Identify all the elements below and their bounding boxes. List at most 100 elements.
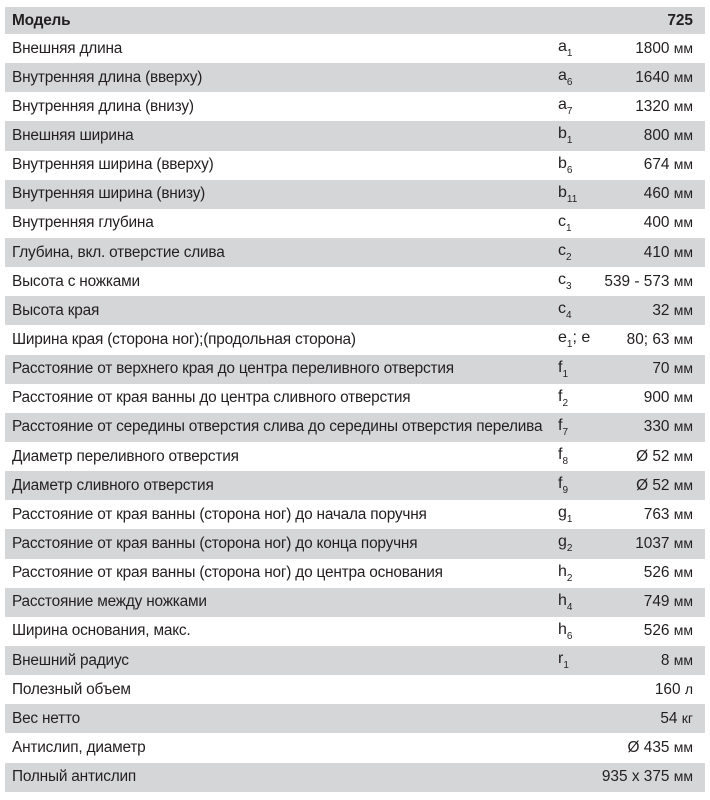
table-row: Расстояние от края ванны (сторона ног) д… xyxy=(5,559,705,588)
row-label: Расстояние от края ванны (сторона ног) д… xyxy=(12,534,418,552)
row-label: Ширина основания, макс. xyxy=(12,622,191,640)
symbol-subscript: 3 xyxy=(566,281,572,293)
symbol-base: g xyxy=(558,504,567,522)
table-row: Ширина края (сторона ног);(продольная ст… xyxy=(5,325,705,354)
value-number: 526 xyxy=(643,622,670,640)
row-label: Внешняя длина xyxy=(12,39,123,57)
value-number: Ø 52 xyxy=(636,476,670,494)
table-row: Внутренняя длина (вверху) a6 1640 мм xyxy=(5,63,705,93)
symbol-base: b xyxy=(558,125,567,143)
row-value: 763 мм xyxy=(644,506,693,524)
symbol-base: f xyxy=(558,446,563,464)
row-symbol: h2 xyxy=(558,563,590,584)
row-label: Расстояние от края ванны до центра сливн… xyxy=(12,389,411,407)
row-symbol: a7 xyxy=(558,96,590,117)
symbol-base: b xyxy=(558,154,567,172)
value-unit: мм xyxy=(673,505,693,522)
row-label: Диаметр сливного отверстия xyxy=(12,476,214,494)
symbol-base: f xyxy=(558,416,563,434)
row-value: 1640 мм xyxy=(635,69,693,87)
table-row: Расстояние от края ванны до центра сливн… xyxy=(5,384,705,413)
value-unit: мм xyxy=(673,272,693,289)
row-label: Ширина края (сторона ног);(продольная ст… xyxy=(12,330,356,348)
symbol-subscript: 4 xyxy=(566,310,572,322)
table-row: Полный антислип 935 x 375 мм xyxy=(5,762,705,792)
row-value: Ø 52 мм xyxy=(636,448,693,466)
table-row: Внешняя ширина b1 800 мм xyxy=(5,121,705,151)
value-unit: мм xyxy=(673,768,693,785)
row-label: Внешняя ширина xyxy=(12,126,134,144)
row-value: 400 мм xyxy=(644,214,693,232)
symbol-base: c xyxy=(558,271,566,289)
symbol-rest: ; e xyxy=(572,329,590,347)
value-unit: мм xyxy=(673,738,693,755)
table-row: Расстояние от середины отверстия слива д… xyxy=(5,412,705,442)
value-unit: мм xyxy=(673,476,693,493)
row-value: 330 мм xyxy=(644,418,693,436)
value-number: Ø 52 xyxy=(636,447,670,465)
value-number: 800 xyxy=(643,126,670,144)
row-symbol: a1 xyxy=(558,38,590,59)
symbol-base: a xyxy=(558,38,567,56)
value-unit: л xyxy=(684,680,693,697)
value-number: 54 xyxy=(660,709,678,727)
symbol-subscript: 6 xyxy=(566,630,573,642)
value-number: 674 xyxy=(643,156,670,174)
row-symbol: c1 xyxy=(558,213,590,234)
row-value: 935 x 375 мм xyxy=(602,768,693,786)
table-row: Высота с ножками c3 539 - 573 мм xyxy=(5,267,705,296)
row-value: 674 мм xyxy=(644,156,693,174)
value-number: 935 x 375 xyxy=(601,768,670,786)
symbol-base: g xyxy=(558,533,567,551)
value-unit: мм xyxy=(673,126,693,143)
symbol-subscript: 9 xyxy=(562,485,569,497)
table-row: Диаметр переливного отверстия f8 Ø 52 мм xyxy=(5,442,705,471)
row-value: 80; 63 мм xyxy=(627,331,693,349)
symbol-subscript: 7 xyxy=(562,426,569,438)
row-value: 32 мм xyxy=(652,302,693,320)
table-row: Внутренняя ширина (вверху) b6 674 мм xyxy=(5,151,705,180)
value-unit: мм xyxy=(673,447,693,464)
row-symbol: c3 xyxy=(558,271,590,292)
symbol-base: f xyxy=(558,475,563,493)
row-value: 526 мм xyxy=(644,622,693,640)
symbol-subscript: 2 xyxy=(566,252,572,264)
table-row: Расстояние от края ванны (сторона ног) д… xyxy=(5,500,705,529)
symbol-base: e xyxy=(558,329,567,347)
row-symbol: f8 xyxy=(558,446,590,467)
row-symbol: h6 xyxy=(558,621,590,642)
row-value: 1800 мм xyxy=(635,40,693,58)
symbol-base: f xyxy=(558,358,563,376)
row-label: Высота с ножками xyxy=(12,272,140,290)
symbol-subscript: 1 xyxy=(563,660,569,672)
value-unit: мм xyxy=(673,301,693,318)
symbol-subscript: 1 xyxy=(566,339,573,351)
value-number: 1800 xyxy=(635,39,670,57)
value-unit: мм xyxy=(673,651,693,668)
row-label: Высота края xyxy=(12,301,100,319)
table-row: Внутренняя глубина c1 400 мм xyxy=(5,209,705,238)
symbol-subscript: 1 xyxy=(562,368,569,380)
symbol-subscript: 1 xyxy=(566,48,573,60)
row-symbol: c4 xyxy=(558,300,590,321)
symbol-base: c xyxy=(558,212,566,230)
table-row: Внутренняя ширина (внизу) b11 460 мм xyxy=(5,179,705,209)
value-unit: мм xyxy=(673,534,693,551)
value-unit: мм xyxy=(673,360,693,377)
row-value: Ø 435 мм xyxy=(628,739,693,757)
value-number: 526 xyxy=(643,564,670,582)
table-row: Внутренняя длина (внизу) a7 1320 мм xyxy=(5,92,705,121)
row-value: 460 мм xyxy=(644,185,693,203)
row-value: 900 мм xyxy=(644,389,693,407)
symbol-subscript: 7 xyxy=(566,106,573,118)
symbol-subscript: 1 xyxy=(566,222,572,234)
value-unit: кг xyxy=(681,709,693,726)
table-header: Модель 725 xyxy=(5,7,705,34)
value-number: 539 - 573 xyxy=(604,272,670,290)
value-number: 1037 xyxy=(635,534,670,552)
row-symbol: e1; e xyxy=(558,329,590,350)
table-row: Антислип, диаметр Ø 435 мм xyxy=(5,733,705,762)
value-number: 1640 xyxy=(635,68,670,86)
symbol-subscript: 8 xyxy=(562,456,569,468)
value-unit: мм xyxy=(673,214,693,231)
